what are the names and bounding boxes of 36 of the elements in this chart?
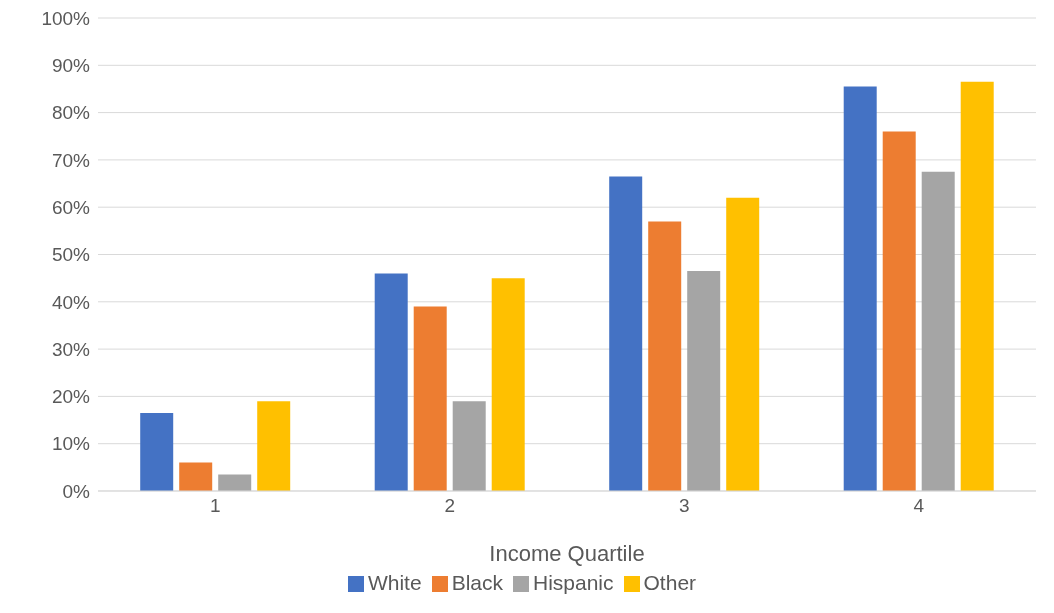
y-tick-label: 100% xyxy=(41,7,91,29)
bar xyxy=(491,278,525,491)
y-tick-label: 0% xyxy=(62,480,91,502)
x-tick-label: 2 xyxy=(444,495,456,517)
bar xyxy=(960,81,994,491)
bar xyxy=(882,131,916,491)
bar xyxy=(257,401,291,491)
bar xyxy=(921,171,955,491)
bar xyxy=(843,86,877,491)
y-tick-label: 30% xyxy=(51,338,91,360)
y-tick-label: 20% xyxy=(51,386,91,408)
bar xyxy=(374,273,408,491)
bar xyxy=(179,462,213,491)
y-tick-label: 40% xyxy=(51,291,91,313)
legend-label: White xyxy=(367,571,422,594)
bar xyxy=(140,412,174,491)
x-tick-label: 4 xyxy=(913,495,925,517)
bar xyxy=(218,474,252,491)
y-tick-label: 50% xyxy=(51,244,91,266)
x-tick-label: 3 xyxy=(678,495,690,517)
bar xyxy=(687,271,721,491)
legend-label: Black xyxy=(451,571,503,594)
legend-label: Other xyxy=(643,571,697,594)
x-tick-label: 1 xyxy=(209,495,221,517)
y-tick-label: 90% xyxy=(51,55,91,77)
y-tick-label: 70% xyxy=(51,149,91,171)
y-tick-label: 10% xyxy=(51,433,91,455)
bar xyxy=(413,306,447,491)
bar xyxy=(648,221,682,491)
bar xyxy=(452,401,486,491)
bar xyxy=(609,176,643,491)
y-tick-label: 80% xyxy=(51,102,91,124)
y-tick-label: 60% xyxy=(51,196,91,218)
legend-label: Hispanic xyxy=(532,571,614,594)
bar xyxy=(726,197,760,491)
x-axis-title: Income Quartile xyxy=(489,541,645,566)
